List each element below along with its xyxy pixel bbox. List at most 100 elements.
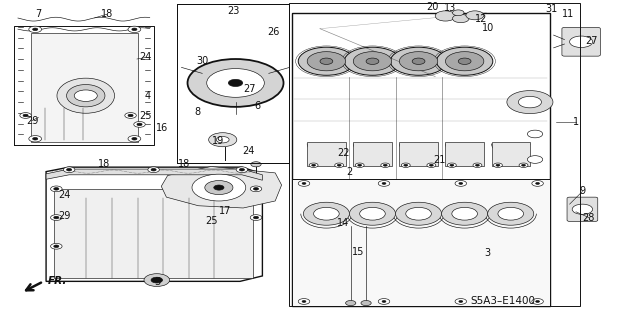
Text: 27: 27: [586, 36, 598, 46]
Text: 11: 11: [562, 9, 575, 19]
Text: 24: 24: [242, 146, 255, 156]
Text: 23: 23: [227, 6, 240, 16]
Text: 18: 18: [97, 159, 110, 169]
Circle shape: [532, 181, 543, 186]
Polygon shape: [46, 167, 262, 281]
Text: 8: 8: [194, 107, 200, 117]
Circle shape: [298, 181, 310, 186]
Text: 17: 17: [219, 205, 232, 216]
Circle shape: [527, 130, 543, 138]
Text: 31: 31: [545, 4, 558, 14]
Text: 4: 4: [144, 91, 150, 101]
Polygon shape: [292, 179, 550, 306]
Circle shape: [361, 300, 371, 306]
Circle shape: [250, 215, 262, 220]
Circle shape: [404, 164, 408, 166]
Circle shape: [436, 47, 493, 75]
Circle shape: [572, 204, 593, 214]
Polygon shape: [292, 13, 550, 306]
Circle shape: [445, 52, 484, 71]
Circle shape: [302, 300, 306, 302]
Circle shape: [378, 181, 390, 186]
Circle shape: [51, 243, 62, 249]
Circle shape: [302, 182, 306, 184]
Text: 24: 24: [58, 190, 70, 200]
Bar: [177, 4, 289, 163]
Circle shape: [360, 207, 385, 220]
Circle shape: [488, 202, 534, 225]
Ellipse shape: [67, 85, 105, 107]
Text: 6: 6: [254, 101, 260, 111]
Circle shape: [507, 91, 553, 114]
Bar: [177, 4, 289, 163]
Circle shape: [303, 202, 349, 225]
Text: 29: 29: [58, 211, 70, 221]
Circle shape: [435, 11, 456, 21]
Circle shape: [134, 122, 145, 127]
Text: 29: 29: [26, 115, 38, 126]
Text: 21: 21: [433, 155, 445, 166]
Bar: [307, 142, 346, 166]
Circle shape: [527, 156, 543, 163]
Circle shape: [125, 113, 136, 118]
Circle shape: [522, 164, 525, 166]
Circle shape: [396, 202, 442, 225]
Text: 28: 28: [582, 212, 595, 223]
Bar: [353, 142, 392, 166]
Circle shape: [151, 168, 156, 171]
Text: 25: 25: [140, 111, 152, 122]
Circle shape: [54, 188, 59, 190]
Circle shape: [67, 168, 72, 171]
Circle shape: [33, 28, 38, 31]
Circle shape: [228, 79, 243, 86]
Circle shape: [29, 26, 42, 33]
Text: 9: 9: [579, 186, 586, 197]
Circle shape: [458, 58, 471, 64]
Circle shape: [570, 36, 593, 48]
Circle shape: [192, 174, 246, 201]
Circle shape: [335, 163, 344, 167]
Circle shape: [214, 185, 224, 190]
Circle shape: [128, 136, 141, 142]
Text: FR.: FR.: [48, 276, 67, 286]
Circle shape: [346, 300, 356, 306]
Circle shape: [239, 168, 244, 171]
Text: 26: 26: [268, 27, 280, 37]
Circle shape: [253, 188, 259, 190]
Circle shape: [536, 182, 540, 184]
Circle shape: [382, 182, 386, 184]
Bar: [289, 3, 580, 306]
Circle shape: [355, 163, 364, 167]
Circle shape: [298, 299, 310, 304]
Circle shape: [128, 26, 141, 33]
Circle shape: [188, 59, 284, 107]
Circle shape: [496, 164, 500, 166]
Polygon shape: [161, 167, 282, 208]
Circle shape: [312, 164, 316, 166]
Circle shape: [148, 167, 159, 173]
FancyBboxPatch shape: [567, 197, 598, 221]
Circle shape: [23, 114, 28, 117]
Circle shape: [132, 28, 137, 31]
Circle shape: [519, 163, 528, 167]
Circle shape: [476, 164, 479, 166]
Text: S5A3–E1400: S5A3–E1400: [470, 296, 536, 306]
Circle shape: [459, 182, 463, 184]
Circle shape: [209, 133, 237, 147]
Bar: [399, 142, 438, 166]
FancyBboxPatch shape: [562, 27, 600, 56]
Bar: [445, 142, 484, 166]
Ellipse shape: [57, 78, 115, 113]
Circle shape: [309, 163, 318, 167]
Circle shape: [518, 96, 541, 108]
Circle shape: [337, 164, 341, 166]
Circle shape: [353, 52, 392, 71]
Circle shape: [473, 163, 482, 167]
Circle shape: [382, 300, 386, 302]
Text: 7: 7: [35, 9, 42, 19]
Text: 16: 16: [156, 123, 168, 133]
Circle shape: [412, 58, 425, 64]
Circle shape: [383, 164, 387, 166]
Circle shape: [427, 163, 436, 167]
Circle shape: [390, 47, 447, 75]
